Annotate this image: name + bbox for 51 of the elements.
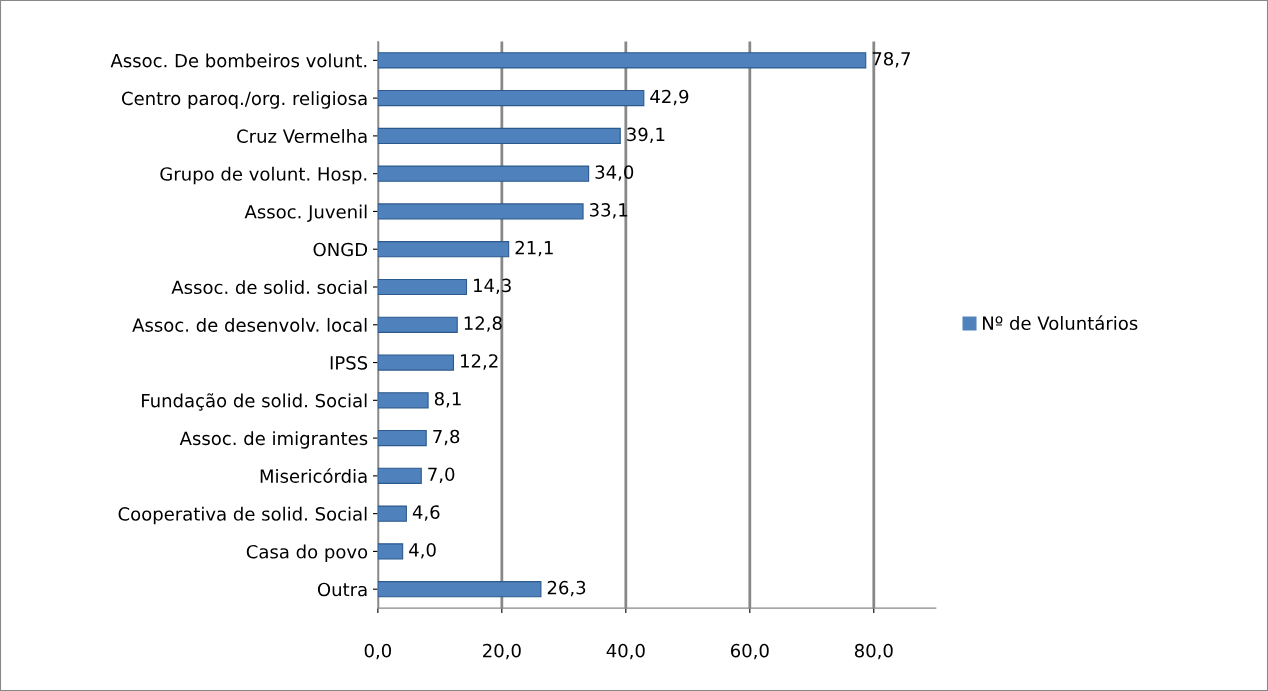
bar	[377, 203, 584, 220]
bar	[377, 165, 590, 182]
x-tick-label: 40,0	[606, 643, 645, 660]
bar	[377, 543, 404, 560]
data-label: 12,2	[461, 354, 498, 370]
bar	[377, 429, 427, 447]
bar	[377, 241, 510, 258]
bar	[377, 316, 458, 333]
x-tick-label: 60,0	[730, 643, 769, 660]
y-tick-label: Assoc. de imigrantes	[179, 431, 368, 449]
y-tick-label: Assoc. de solid. social	[171, 280, 367, 295]
bar	[377, 52, 867, 69]
data-label: 26,3	[547, 580, 586, 597]
bar	[377, 354, 455, 371]
y-tick-label: IPSS	[330, 356, 368, 370]
y-tick-label: Outra	[317, 582, 367, 597]
bar	[377, 392, 429, 409]
bar	[377, 90, 645, 107]
y-tick-label: Casa do povo	[246, 544, 368, 563]
legend-label: Nº de Voluntários	[983, 315, 1138, 331]
data-label: 14,3	[474, 278, 511, 295]
data-label: 4,0	[409, 543, 436, 559]
data-label: 12,8	[464, 316, 502, 332]
x-tick-label: 80,0	[854, 643, 893, 660]
data-label: 33,1	[589, 203, 628, 219]
data-label: 42,9	[650, 89, 689, 106]
y-tick-label: Grupo de volunt. Hosp.	[160, 166, 367, 185]
y-tick-label: ONGD	[313, 242, 368, 257]
data-label: 39,1	[627, 127, 665, 143]
bar	[377, 467, 422, 484]
data-label: 4,6	[412, 505, 440, 521]
data-label: 21,1	[515, 240, 553, 257]
y-tick-label: Misericórdia	[260, 468, 367, 483]
x-tick-label: 20,0	[483, 643, 521, 660]
y-tick-label: Cooperativa de solid. Social	[118, 506, 367, 525]
data-label: 78,7	[872, 51, 910, 68]
data-label: 8,1	[434, 391, 461, 408]
data-label: 7,0	[428, 467, 455, 483]
bar	[377, 127, 621, 145]
y-tick-label: Assoc. de desenvolv. local	[132, 317, 367, 332]
y-tick-label: Cruz Vermelha	[237, 129, 367, 144]
data-label: 7,8	[433, 429, 460, 446]
data-label: 34,0	[595, 165, 634, 181]
y-tick-label: Centro paroq./org. religiosa	[121, 91, 367, 109]
y-tick-label: Fundação de solid. Social	[142, 393, 367, 411]
y-tick-label: Assoc. De bombeiros volunt.	[110, 53, 367, 68]
bar	[377, 278, 468, 296]
x-tick-label: 0,0	[364, 643, 392, 660]
bar	[377, 581, 542, 598]
y-tick-label: Assoc. Juvenil	[244, 204, 367, 222]
bar	[377, 505, 407, 522]
